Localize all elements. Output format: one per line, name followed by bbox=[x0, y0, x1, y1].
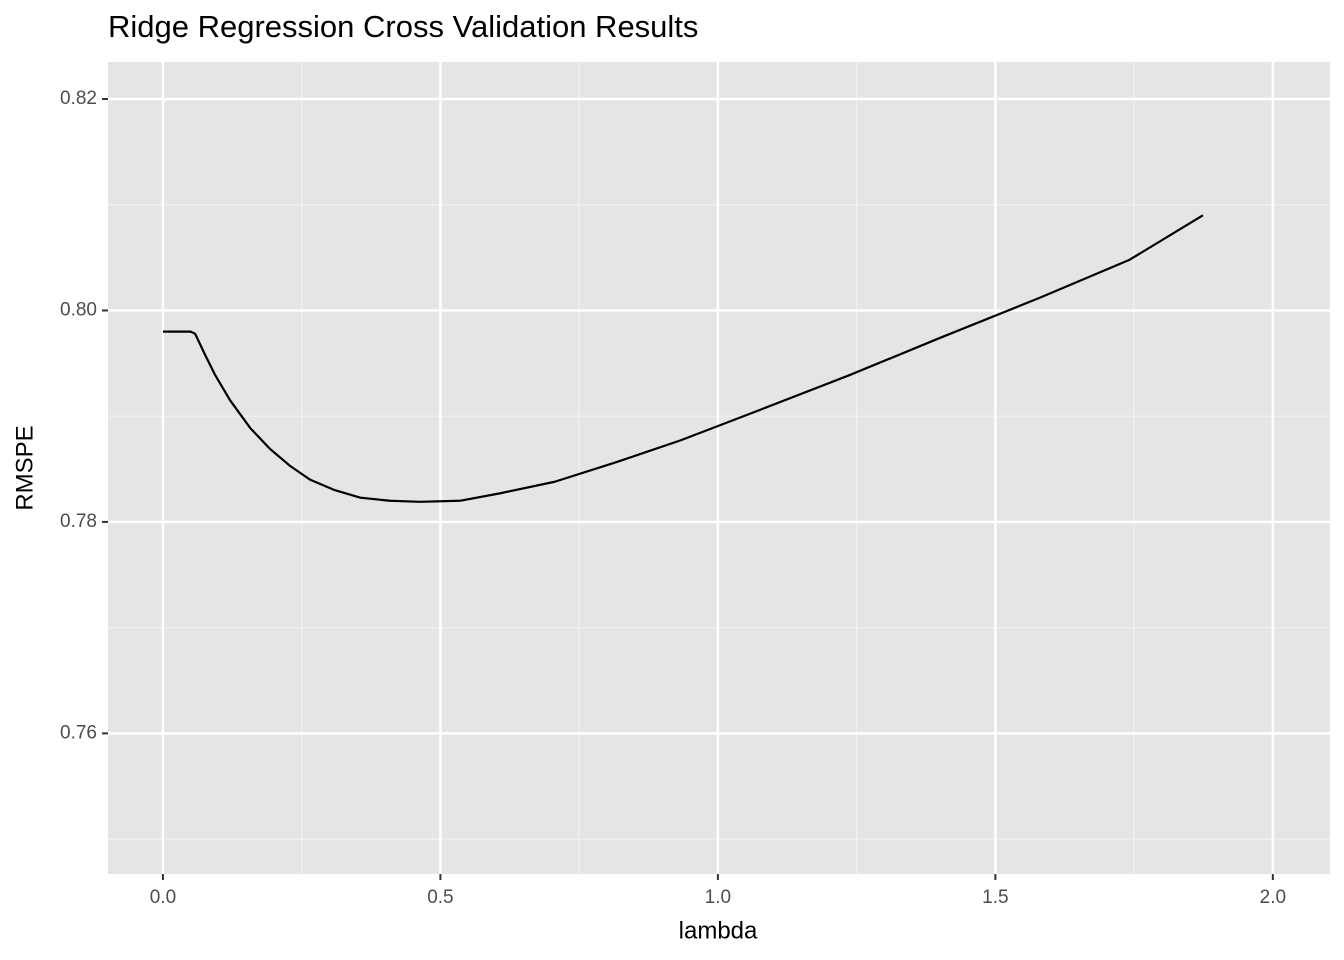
line-series bbox=[162, 214, 1204, 503]
x-axis-title: lambda bbox=[679, 917, 758, 944]
chart-title: Ridge Regression Cross Validation Result… bbox=[108, 9, 698, 44]
y-tick-label: 0.80 bbox=[60, 299, 97, 320]
y-tick-label: 0.78 bbox=[60, 511, 97, 532]
y-axis-title: RMSPE bbox=[11, 425, 38, 510]
y-tick-label: 0.76 bbox=[60, 722, 97, 743]
x-tick-label: 1.0 bbox=[705, 887, 731, 908]
x-tick-label: 0.0 bbox=[150, 887, 176, 908]
x-tick-label: 2.0 bbox=[1260, 887, 1286, 908]
y-tick-label: 0.82 bbox=[60, 88, 97, 109]
x-tick-label: 0.5 bbox=[427, 887, 453, 908]
x-tick-label: 1.5 bbox=[982, 887, 1008, 908]
